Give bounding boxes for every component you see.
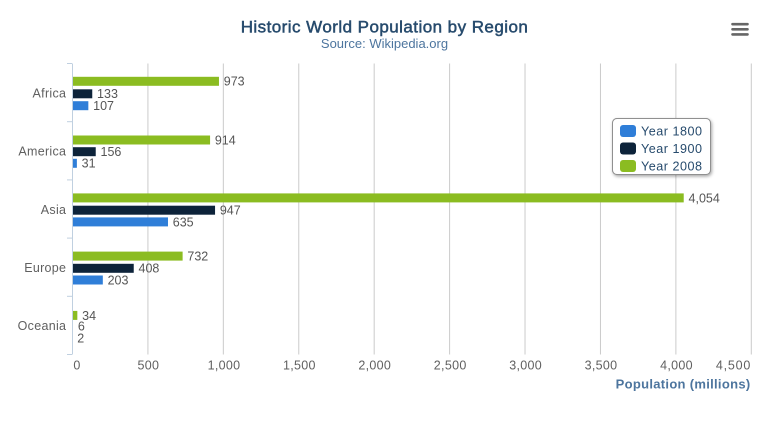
svg-text:732: 732	[187, 249, 208, 263]
svg-text:914: 914	[215, 133, 236, 147]
svg-text:Population (millions): Population (millions)	[616, 377, 751, 392]
svg-text:Oceania: Oceania	[18, 319, 67, 333]
svg-text:Historic World Population by R: Historic World Population by Region	[241, 18, 529, 37]
svg-text:Africa: Africa	[33, 87, 67, 101]
svg-text:1,000: 1,000	[208, 359, 241, 373]
svg-text:2: 2	[77, 331, 84, 345]
svg-text:Year 2008: Year 2008	[641, 159, 702, 173]
svg-text:Year 1900: Year 1900	[641, 142, 702, 156]
svg-text:133: 133	[97, 87, 118, 101]
svg-text:6: 6	[78, 320, 85, 334]
svg-text:156: 156	[101, 145, 122, 159]
svg-text:1,500: 1,500	[283, 359, 316, 373]
svg-text:973: 973	[224, 75, 245, 89]
svg-text:Europe: Europe	[24, 261, 66, 275]
svg-text:34: 34	[82, 309, 96, 323]
svg-text:America: America	[18, 144, 66, 158]
svg-text:4,000: 4,000	[660, 359, 693, 373]
svg-text:Source: Wikipedia.org: Source: Wikipedia.org	[321, 36, 448, 51]
svg-text:Year 1800: Year 1800	[641, 124, 702, 138]
svg-text:203: 203	[108, 273, 129, 287]
svg-text:500: 500	[138, 359, 160, 373]
svg-text:4,500: 4,500	[716, 359, 751, 373]
svg-text:3,500: 3,500	[585, 359, 618, 373]
svg-text:0: 0	[73, 359, 80, 373]
svg-text:31: 31	[82, 157, 96, 171]
svg-text:107: 107	[93, 99, 114, 113]
svg-text:947: 947	[220, 204, 241, 218]
svg-text:2,500: 2,500	[434, 359, 467, 373]
svg-text:Asia: Asia	[41, 203, 67, 217]
svg-text:3,000: 3,000	[509, 359, 542, 373]
svg-text:635: 635	[173, 215, 194, 229]
svg-text:4,054: 4,054	[689, 191, 720, 205]
svg-text:2,000: 2,000	[358, 359, 391, 373]
svg-text:408: 408	[139, 262, 160, 276]
